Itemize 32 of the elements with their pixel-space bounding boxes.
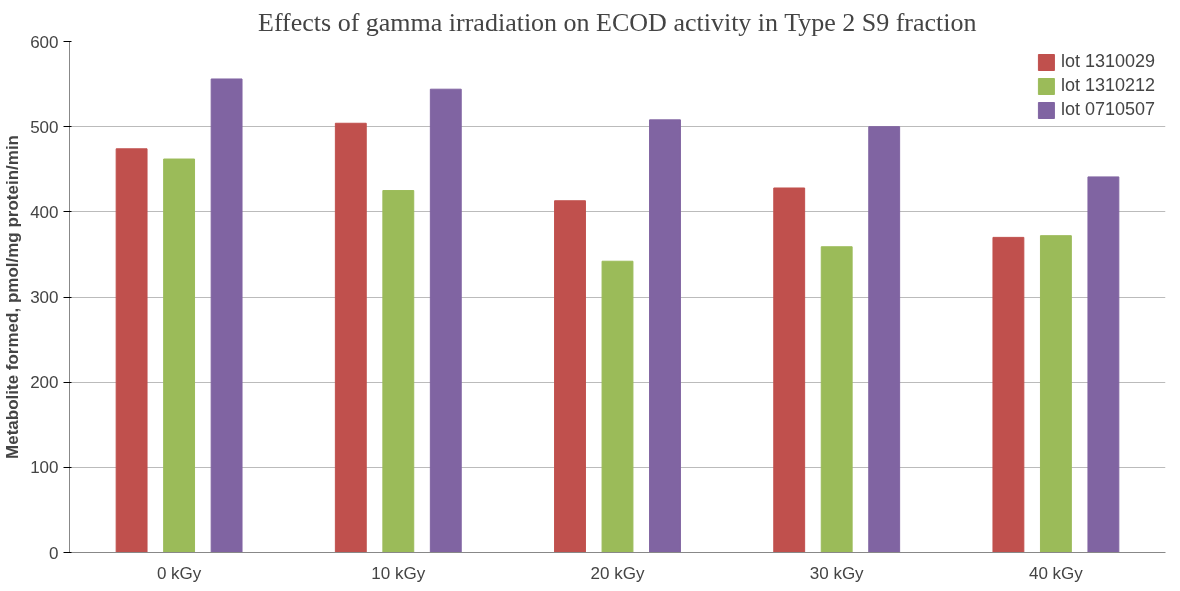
bar	[115, 148, 148, 553]
legend-label: lot 1310212	[1060, 75, 1155, 96]
bar	[382, 190, 415, 553]
bar	[554, 200, 586, 553]
bar	[1087, 176, 1120, 553]
bar	[429, 88, 462, 553]
bar	[334, 122, 367, 553]
x-tick-label: 40 kGy	[1028, 563, 1084, 583]
bar	[163, 158, 196, 553]
bar	[601, 260, 634, 553]
y-tick-label: 200	[30, 373, 59, 393]
bar	[773, 187, 806, 553]
y-tick-label: 600	[30, 32, 59, 52]
bar	[820, 246, 853, 553]
y-tick-label: 400	[30, 202, 59, 222]
y-tick-label: 100	[30, 458, 59, 478]
bar	[992, 236, 1025, 553]
legend-label: lot 1310029	[1060, 51, 1155, 72]
bar	[210, 78, 243, 553]
bar	[868, 126, 901, 553]
x-tick-label: 0 kGy	[156, 563, 202, 583]
legend-label: lot 0710507	[1060, 99, 1155, 120]
x-tick-label: 30 kGy	[809, 563, 865, 583]
chart-title: Effects of gamma irradiation on ECOD activity in Type 2 S9 fraction	[257, 7, 977, 37]
y-tick-label: 500	[30, 117, 59, 137]
y-axis-title: Metabolite formed, pmol/mg protein/min	[3, 135, 23, 459]
x-tick-label: 20 kGy	[590, 563, 645, 583]
y-tick-label: 0	[49, 543, 59, 563]
bar	[649, 119, 681, 553]
x-tick-label: 10 kGy	[371, 563, 426, 583]
bar	[1039, 235, 1072, 553]
y-tick-label: 300	[30, 288, 59, 307]
